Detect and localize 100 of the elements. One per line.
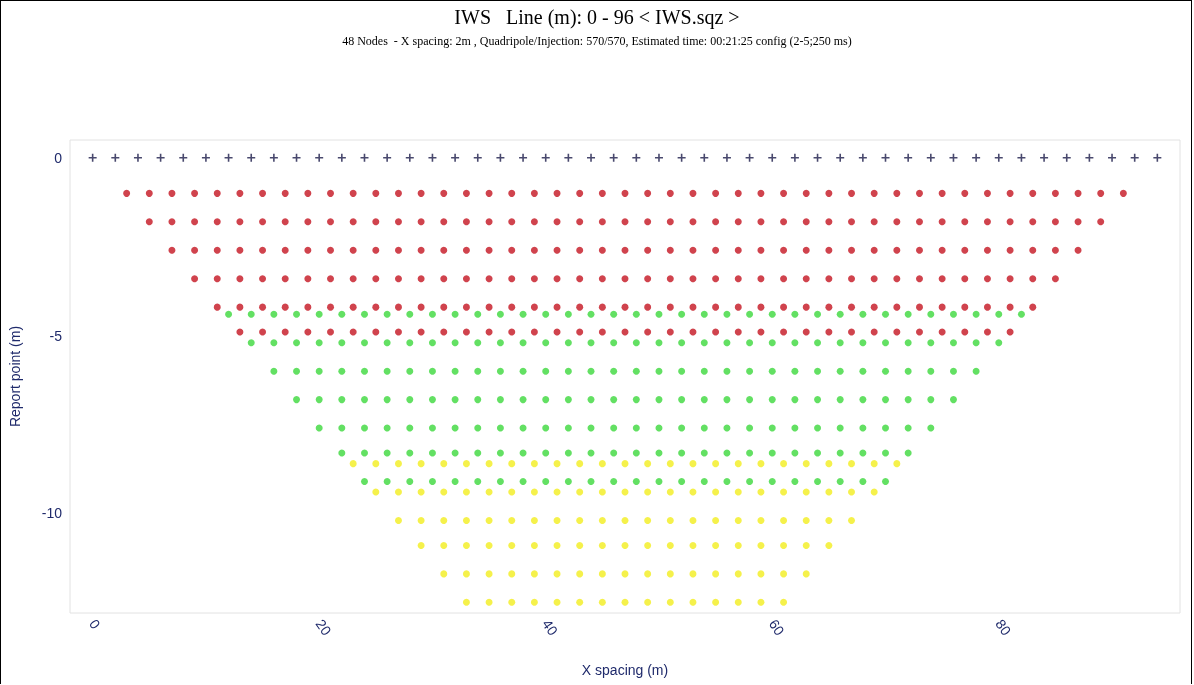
point xyxy=(394,460,402,468)
point xyxy=(440,460,448,468)
point xyxy=(496,477,504,485)
point xyxy=(780,246,788,254)
point xyxy=(462,328,470,336)
x-tick-label: 0 xyxy=(86,616,104,633)
point xyxy=(700,477,708,485)
point xyxy=(474,396,482,404)
point xyxy=(972,367,980,375)
point xyxy=(372,303,380,311)
point xyxy=(542,367,550,375)
point xyxy=(870,488,878,496)
point xyxy=(201,153,210,162)
point xyxy=(734,488,742,496)
point xyxy=(440,303,448,311)
point xyxy=(485,189,493,197)
point xyxy=(780,460,788,468)
point xyxy=(814,396,822,404)
point xyxy=(542,424,550,432)
point xyxy=(802,303,810,311)
point xyxy=(609,153,618,162)
point xyxy=(882,449,890,457)
point xyxy=(689,275,697,283)
point xyxy=(576,218,584,226)
point xyxy=(972,339,980,347)
point xyxy=(791,396,799,404)
point xyxy=(293,396,301,404)
point xyxy=(474,477,482,485)
point xyxy=(1130,153,1139,162)
point xyxy=(417,488,425,496)
point xyxy=(983,328,991,336)
point xyxy=(746,449,754,457)
point xyxy=(666,218,674,226)
point xyxy=(791,339,799,347)
point xyxy=(768,449,776,457)
point xyxy=(802,541,810,549)
point xyxy=(564,449,572,457)
point xyxy=(734,218,742,226)
point xyxy=(383,396,391,404)
point xyxy=(338,396,346,404)
point xyxy=(440,218,448,226)
point xyxy=(757,275,765,283)
point xyxy=(598,218,606,226)
point xyxy=(361,310,368,318)
point xyxy=(236,189,244,197)
point xyxy=(1017,310,1025,318)
point xyxy=(678,339,686,347)
point xyxy=(123,189,131,197)
point xyxy=(949,396,957,404)
point xyxy=(746,396,754,404)
point xyxy=(858,153,867,162)
point xyxy=(1029,246,1037,254)
point xyxy=(700,367,708,375)
point xyxy=(327,303,335,311)
point xyxy=(485,218,493,226)
point xyxy=(904,449,912,457)
point xyxy=(508,275,516,283)
point xyxy=(678,396,686,404)
point xyxy=(621,541,629,549)
point xyxy=(259,246,267,254)
point xyxy=(802,570,810,578)
point xyxy=(734,570,742,578)
point xyxy=(587,339,595,347)
point xyxy=(870,328,878,336)
point xyxy=(734,541,742,549)
point xyxy=(848,275,856,283)
point xyxy=(1029,275,1037,283)
point xyxy=(576,246,584,254)
point xyxy=(451,339,459,347)
point xyxy=(553,246,561,254)
point xyxy=(666,488,674,496)
point xyxy=(689,598,697,606)
point xyxy=(644,570,652,578)
point xyxy=(938,275,946,283)
point xyxy=(576,303,584,311)
point xyxy=(247,310,255,318)
point xyxy=(790,153,799,162)
point xyxy=(576,460,584,468)
point xyxy=(383,153,392,162)
point xyxy=(168,189,176,197)
point xyxy=(111,153,120,162)
point xyxy=(485,303,493,311)
point xyxy=(745,153,754,162)
point xyxy=(757,541,765,549)
point xyxy=(983,303,991,311)
point xyxy=(632,424,640,432)
point xyxy=(598,328,606,336)
point xyxy=(406,367,414,375)
point xyxy=(406,339,414,347)
point xyxy=(859,477,867,485)
point xyxy=(938,189,946,197)
point xyxy=(644,303,652,311)
point xyxy=(757,303,765,311)
point xyxy=(406,477,414,485)
point xyxy=(576,517,584,525)
point xyxy=(485,570,493,578)
point xyxy=(564,424,572,432)
point xyxy=(179,153,188,162)
x-tick-label: 40 xyxy=(539,616,562,639)
point xyxy=(757,598,765,606)
